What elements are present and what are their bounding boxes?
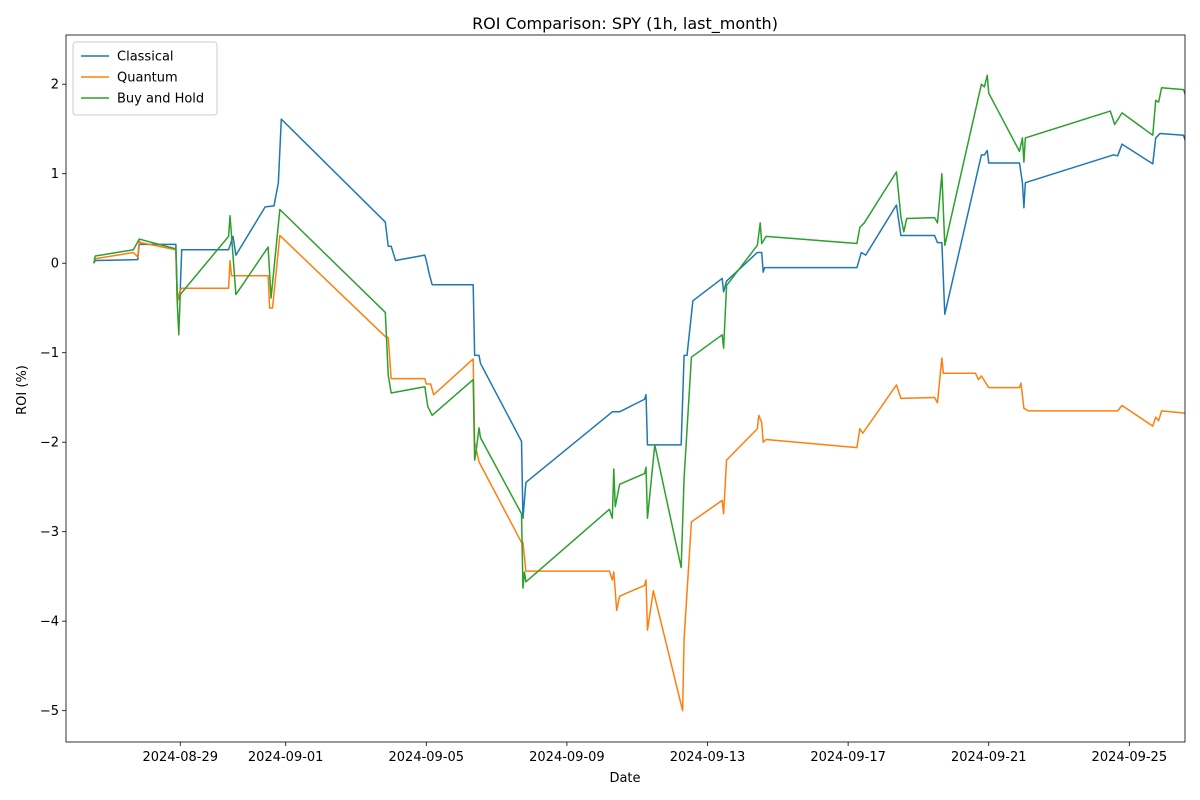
y-tick-label: 2 (51, 78, 59, 93)
legend-label-classical: Classical (117, 50, 174, 65)
y-tick-label: 0 (51, 257, 59, 272)
legend-label-buy-and-hold: Buy and Hold (117, 92, 204, 107)
y-tick-label: −1 (40, 346, 59, 361)
series-line-quantum (93, 234, 1185, 712)
x-tick-label: 2024-09-21 (951, 750, 1027, 765)
x-tick-label: 2024-08-29 (142, 750, 218, 765)
y-tick-label: 1 (51, 167, 59, 182)
legend: Classical Quantum Buy and Hold (72, 41, 218, 116)
series-line-buy-and-hold (93, 74, 1185, 589)
y-axis-label: ROI (%) (15, 365, 30, 415)
x-tick-label: 2024-09-05 (389, 750, 465, 765)
y-tick-label: −5 (40, 704, 59, 719)
y-tick-label: −4 (40, 615, 59, 630)
plot-area: −5 −4 −3 −2 −1 0 1 2 2024-08-29 2024-09-01 2024-09… (40, 34, 1186, 765)
series-group (93, 74, 1185, 712)
plot-frame (65, 34, 1186, 743)
x-axis-label: Date (609, 771, 640, 786)
x-tick-label: 2024-09-09 (529, 750, 605, 765)
y-tick-label: −3 (40, 525, 59, 540)
x-tick-label: 2024-09-25 (1092, 750, 1168, 765)
y-tick-label: −2 (40, 436, 59, 451)
series-line-classical (93, 118, 1185, 520)
x-tick-label: 2024-09-17 (810, 750, 886, 765)
x-tick-label: 2024-09-01 (248, 750, 324, 765)
legend-label-quantum: Quantum (117, 71, 178, 86)
legend-box (72, 41, 218, 116)
chart-title: ROI Comparison: SPY (1h, last_month) (472, 14, 778, 34)
x-tick-label: 2024-09-13 (670, 750, 746, 765)
